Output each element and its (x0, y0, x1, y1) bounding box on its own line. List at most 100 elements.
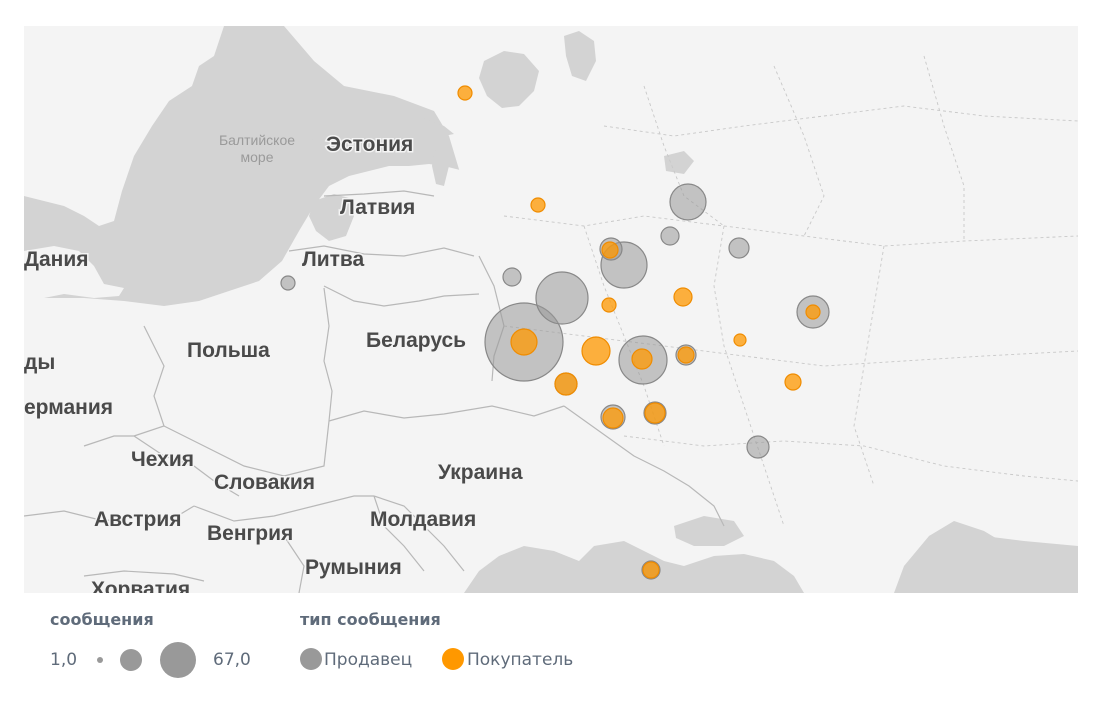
sea-label-line-1: Балтийское (219, 132, 295, 148)
legend-seller-swatch (300, 648, 322, 670)
buyer-marker[interactable] (673, 287, 693, 307)
region-borders-layer (503, 55, 1078, 527)
map-legend: сообщения 1,0 67,0 тип сообщения Продаве… (50, 610, 750, 680)
buyer-marker[interactable] (602, 407, 624, 429)
border-hungary-romania (283, 535, 305, 593)
seller-marker[interactable] (746, 435, 770, 459)
region-border (923, 55, 965, 241)
border-ukraine-romania (313, 495, 374, 507)
lake-onega (564, 31, 596, 81)
region-border (643, 85, 725, 227)
country-label-lithuania: Литва (302, 248, 365, 271)
border-poland-belarus (323, 287, 333, 422)
border-slovakia-hungary (193, 505, 315, 522)
country-label-romania: Румыния (305, 556, 402, 579)
map-canvas[interactable]: Балтийское море Эстония Латвия Литва Дан… (24, 26, 1078, 593)
buyer-marker[interactable] (677, 346, 695, 364)
legend-buyer-swatch (442, 648, 464, 670)
country-label-belarus: Беларусь (366, 329, 466, 352)
border-ukraine-moldova (373, 495, 465, 572)
border-ukraine-russia (563, 405, 725, 527)
seller-marker[interactable] (502, 267, 522, 287)
black-sea (464, 541, 804, 593)
buyer-marker[interactable] (644, 402, 666, 424)
size-legend-small-dot (97, 657, 103, 663)
country-label-slovakia: Словакия (214, 471, 315, 494)
country-label-denmark: Дания (24, 248, 89, 271)
buyer-marker[interactable] (631, 348, 653, 370)
region-border (503, 215, 1078, 247)
sea-of-azov (674, 516, 744, 546)
border-belarus-ukraine (328, 405, 565, 422)
lake-ladoga (479, 51, 539, 108)
buyer-marker[interactable] (784, 373, 802, 391)
country-label-ukraine: Украина (438, 461, 523, 484)
continent-land (24, 164, 1078, 593)
size-legend-max: 67,0 (213, 650, 251, 670)
country-label-estonia: Эстония (326, 133, 413, 156)
buyer-marker[interactable] (457, 85, 473, 101)
size-legend-min: 1,0 (50, 650, 78, 670)
seller-marker[interactable] (728, 237, 750, 259)
buyer-marker[interactable] (601, 241, 619, 259)
borders-layer (24, 190, 725, 593)
country-labels-layer: Эстония Латвия Литва Дания Беларусь Поль… (24, 132, 524, 594)
country-label-moldova: Молдавия (370, 508, 476, 531)
gulf-of-finland (309, 114, 454, 146)
size-legend-large-dot (160, 642, 196, 678)
legend-seller-label: Продавец (324, 650, 413, 670)
region-border (503, 325, 1078, 367)
finland-land (284, 26, 1078, 326)
seller-marker[interactable] (280, 275, 296, 291)
border-estonia-latvia (323, 190, 435, 197)
buyer-marker[interactable] (510, 328, 538, 356)
country-label-hungary: Венгрия (207, 522, 293, 545)
region-border (713, 225, 785, 527)
denmark-land (24, 246, 124, 298)
border-austria (24, 505, 195, 522)
buyer-marker[interactable] (805, 304, 821, 320)
type-legend-title: тип сообщения (300, 610, 441, 629)
border-czech-slovakia (193, 465, 240, 497)
region-border (853, 245, 885, 487)
buyer-marker[interactable] (530, 197, 546, 213)
seller-marker[interactable] (660, 226, 680, 246)
seller-marker[interactable] (535, 271, 589, 325)
country-label-poland: Польша (187, 339, 270, 362)
gulf-of-riga (309, 194, 354, 241)
size-legend-medium-dot (120, 649, 142, 671)
border-germany-czech (83, 435, 195, 467)
buyer-marker[interactable] (642, 561, 660, 579)
buyer-markers-layer[interactable] (457, 85, 821, 579)
border-poland-czech-slovakia (163, 420, 330, 477)
map-panel[interactable]: Балтийское море Эстония Латвия Литва Дан… (24, 26, 1078, 593)
seller-marker[interactable] (669, 183, 707, 221)
border-latvia-lithuania (288, 245, 475, 257)
buyer-marker[interactable] (601, 297, 617, 313)
legend-buyer-label: Покупатель (467, 650, 574, 670)
region-border (603, 105, 1078, 137)
scandinavia-land (24, 26, 224, 226)
buyer-marker[interactable] (554, 372, 578, 396)
border-moldova-romania (373, 495, 425, 572)
border-poland-germany (133, 325, 165, 437)
buyer-marker[interactable] (581, 336, 611, 366)
land-layer (24, 26, 1078, 593)
border-lithuania-belarus (323, 285, 480, 307)
country-label-latvia: Латвия (340, 196, 415, 219)
lake-peipus (432, 148, 449, 186)
country-label-czechia: Чехия (131, 448, 194, 471)
size-legend-title: сообщения (50, 610, 154, 629)
country-label-croatia: Хорватия (91, 578, 190, 593)
border-croatia (83, 570, 205, 582)
caspian-sea (914, 521, 1024, 593)
country-label-austria: Австрия (94, 508, 182, 531)
buyer-marker[interactable] (733, 333, 747, 347)
region-border (623, 435, 1078, 482)
country-label-netherlands: ды (24, 351, 55, 374)
inland-water-layer (309, 31, 1024, 593)
region-border (773, 65, 825, 237)
rybinsk-reservoir (664, 151, 694, 174)
sea-label-line-2: море (241, 149, 274, 165)
country-label-germany: ермания (24, 396, 113, 419)
